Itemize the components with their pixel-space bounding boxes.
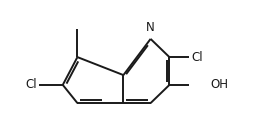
Text: N: N (146, 21, 155, 34)
Text: OH: OH (210, 78, 228, 91)
Text: Cl: Cl (191, 51, 203, 64)
Text: Cl: Cl (25, 78, 37, 91)
